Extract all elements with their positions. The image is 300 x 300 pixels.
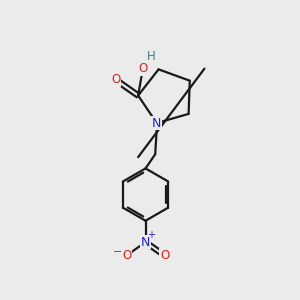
Text: +: + bbox=[148, 230, 155, 240]
Text: −: − bbox=[113, 247, 122, 257]
Text: O: O bbox=[111, 73, 120, 86]
Text: N: N bbox=[141, 236, 150, 249]
Text: O: O bbox=[160, 249, 169, 262]
Text: O: O bbox=[138, 62, 148, 75]
Text: O: O bbox=[122, 249, 131, 262]
Text: N: N bbox=[152, 116, 161, 130]
Text: H: H bbox=[147, 50, 156, 63]
